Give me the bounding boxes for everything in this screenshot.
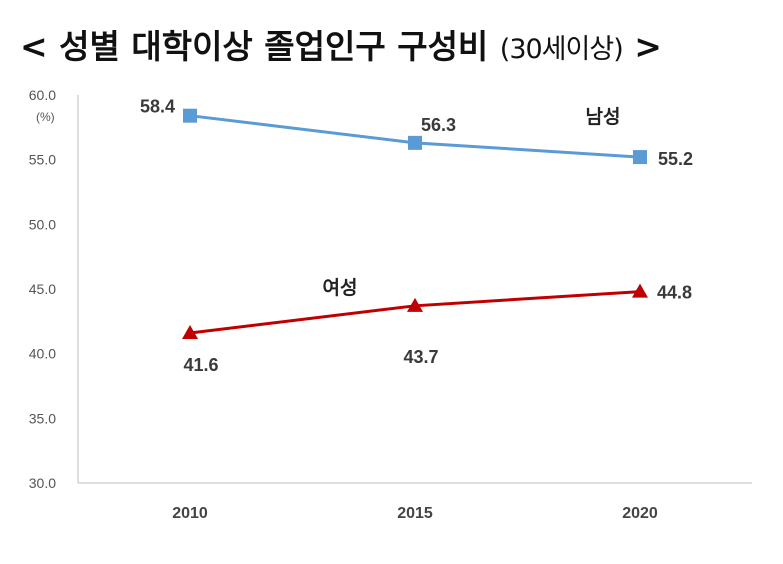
y-tick-label: 45.0 bbox=[29, 281, 56, 297]
y-tick-label: 50.0 bbox=[29, 216, 56, 232]
data-label: 44.8 bbox=[657, 283, 692, 303]
y-tick-label: 30.0 bbox=[29, 475, 56, 491]
x-tick-label: 2010 bbox=[172, 505, 208, 522]
chart-title-subtitle: (30세이상) bbox=[499, 34, 624, 65]
x-tick-label: 2015 bbox=[397, 505, 433, 522]
y-tick-label: 35.0 bbox=[29, 410, 56, 426]
y-tick-label: 55.0 bbox=[29, 152, 56, 168]
chart-title-main: < 성별 대학이상 졸업인구 구성비 bbox=[20, 27, 500, 66]
data-point-marker bbox=[632, 283, 648, 298]
chart-title: < 성별 대학이상 졸업인구 구성비 (30세이상) > bbox=[20, 20, 780, 76]
series-line-female bbox=[189, 290, 641, 335]
data-label: 41.6 bbox=[183, 355, 218, 375]
series-label: 남성 bbox=[586, 106, 621, 128]
chart-title-close: > bbox=[622, 27, 662, 66]
y-tick-label: 40.0 bbox=[29, 346, 56, 362]
data-point-marker bbox=[183, 108, 197, 123]
series-label: 여성 bbox=[323, 277, 358, 299]
data-label: 43.7 bbox=[403, 347, 438, 367]
data-point-marker bbox=[182, 324, 198, 339]
data-label: 55.2 bbox=[658, 149, 693, 169]
data-label: 56.3 bbox=[421, 115, 456, 135]
data-point-marker bbox=[407, 297, 423, 312]
data-label: 58.4 bbox=[140, 97, 175, 117]
data-point-marker bbox=[633, 150, 647, 165]
data-point-marker bbox=[408, 135, 422, 150]
x-tick-label: 2020 bbox=[622, 505, 658, 522]
y-unit-label: (%) bbox=[36, 110, 55, 124]
y-tick-label: 60.0 bbox=[29, 87, 56, 103]
